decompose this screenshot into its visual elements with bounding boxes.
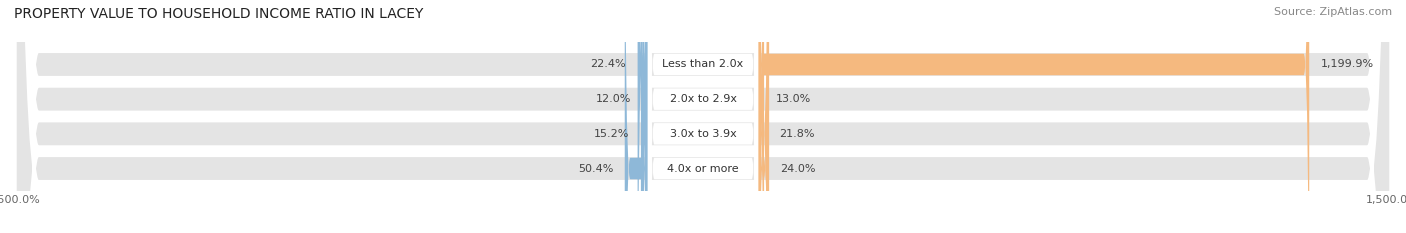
Text: 15.2%: 15.2% — [595, 129, 630, 139]
FancyBboxPatch shape — [758, 0, 768, 233]
FancyBboxPatch shape — [648, 0, 758, 233]
Text: Source: ZipAtlas.com: Source: ZipAtlas.com — [1274, 7, 1392, 17]
FancyBboxPatch shape — [758, 0, 769, 233]
FancyBboxPatch shape — [15, 0, 1391, 233]
Text: 2.0x to 2.9x: 2.0x to 2.9x — [669, 94, 737, 104]
Text: 21.8%: 21.8% — [779, 129, 815, 139]
Text: 4.0x or more: 4.0x or more — [668, 164, 738, 174]
Text: 22.4%: 22.4% — [591, 59, 626, 69]
FancyBboxPatch shape — [758, 0, 763, 233]
FancyBboxPatch shape — [758, 0, 1309, 233]
Text: 50.4%: 50.4% — [578, 164, 613, 174]
FancyBboxPatch shape — [641, 0, 648, 233]
Text: 12.0%: 12.0% — [596, 94, 631, 104]
Text: 13.0%: 13.0% — [776, 94, 811, 104]
Text: Less than 2.0x: Less than 2.0x — [662, 59, 744, 69]
FancyBboxPatch shape — [15, 0, 1391, 233]
FancyBboxPatch shape — [648, 0, 758, 233]
FancyBboxPatch shape — [648, 0, 758, 233]
FancyBboxPatch shape — [648, 0, 758, 233]
FancyBboxPatch shape — [624, 0, 648, 233]
Text: PROPERTY VALUE TO HOUSEHOLD INCOME RATIO IN LACEY: PROPERTY VALUE TO HOUSEHOLD INCOME RATIO… — [14, 7, 423, 21]
Text: 1,199.9%: 1,199.9% — [1320, 59, 1374, 69]
FancyBboxPatch shape — [15, 0, 1391, 233]
Text: 24.0%: 24.0% — [780, 164, 815, 174]
FancyBboxPatch shape — [15, 0, 1391, 233]
Text: 3.0x to 3.9x: 3.0x to 3.9x — [669, 129, 737, 139]
FancyBboxPatch shape — [637, 0, 648, 233]
FancyBboxPatch shape — [643, 0, 648, 233]
